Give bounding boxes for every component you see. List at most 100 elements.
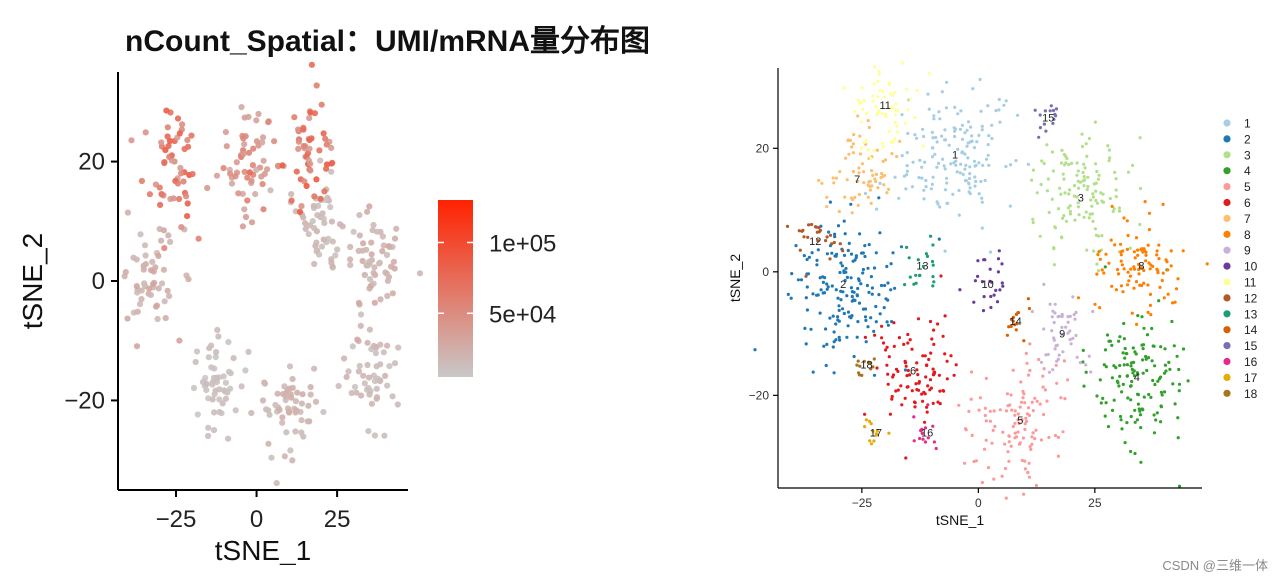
cluster-point <box>1066 315 1070 319</box>
legend-swatch <box>1223 214 1231 222</box>
cluster-point <box>921 399 925 403</box>
cluster-point <box>796 278 800 282</box>
cluster-point <box>1113 243 1117 247</box>
cluster-point <box>1159 390 1163 394</box>
feature-point <box>189 170 196 178</box>
cluster-point <box>905 151 909 155</box>
cluster-point <box>1057 353 1061 357</box>
cluster-point <box>1126 396 1130 400</box>
cluster-point <box>880 141 885 145</box>
cluster-point <box>1016 418 1020 422</box>
cluster-point <box>819 288 823 292</box>
cluster-point <box>853 195 857 199</box>
cluster-point <box>1042 367 1046 371</box>
cluster-point <box>1138 413 1143 417</box>
feature-point <box>384 292 391 300</box>
cluster-label: 5 <box>1017 415 1023 427</box>
cluster-point <box>851 142 855 146</box>
cluster-point <box>974 459 978 463</box>
cluster-point <box>851 170 855 174</box>
cluster-point <box>817 230 821 234</box>
cluster-point <box>1122 337 1126 341</box>
cluster-point <box>805 285 809 289</box>
cluster-point <box>1045 143 1049 147</box>
feature-point <box>174 180 181 187</box>
feature-point <box>188 132 195 139</box>
cluster-point <box>888 412 892 416</box>
cluster-point <box>892 344 896 348</box>
cluster-point <box>836 224 841 228</box>
cluster-point <box>1125 247 1129 251</box>
cluster-point <box>945 181 949 185</box>
cluster-point <box>1080 132 1084 136</box>
cluster-point <box>1176 277 1180 281</box>
feature-point <box>177 164 184 172</box>
cluster-point <box>1093 120 1097 124</box>
feature-point <box>388 263 395 270</box>
cluster-point <box>872 329 876 333</box>
feature-point <box>264 166 271 173</box>
legend-swatch <box>1223 373 1231 381</box>
cluster-point <box>1163 390 1167 394</box>
cluster-point <box>1048 109 1052 113</box>
cluster-point <box>844 156 848 160</box>
cluster-point <box>1142 268 1146 273</box>
feature-point <box>253 166 260 173</box>
cluster-point <box>863 244 867 248</box>
cluster-point <box>1085 154 1089 158</box>
cluster-point <box>961 172 965 176</box>
feature-point <box>150 281 157 288</box>
cluster-point <box>1024 416 1028 420</box>
cluster-point <box>875 207 879 211</box>
cluster-point <box>846 310 851 314</box>
cluster-point <box>1082 175 1086 179</box>
cluster-point <box>1163 363 1167 367</box>
cluster-point <box>925 363 929 367</box>
cluster-point <box>843 195 847 199</box>
cluster-point <box>923 440 928 444</box>
feature-point <box>267 187 274 194</box>
feature-point <box>221 387 228 394</box>
cluster-point <box>825 235 829 239</box>
feature-point <box>146 285 153 292</box>
cluster-point <box>1068 314 1072 318</box>
cluster-point <box>853 258 857 262</box>
cluster-point <box>1053 225 1057 229</box>
cluster-point <box>878 312 882 316</box>
cluster-point <box>825 195 829 199</box>
cluster-point <box>977 408 981 412</box>
cluster-point <box>1038 126 1042 130</box>
cluster-point <box>938 389 942 393</box>
cluster-point <box>1138 136 1142 140</box>
cluster-point <box>959 162 963 166</box>
cluster-point <box>1020 418 1024 422</box>
cluster-point <box>852 133 856 137</box>
cluster-point <box>867 180 871 184</box>
cluster-point <box>868 188 873 192</box>
cluster-point <box>825 342 829 346</box>
cluster-point <box>836 296 840 300</box>
cluster-point <box>1111 209 1115 213</box>
cluster-point <box>859 282 863 286</box>
cluster-point <box>931 401 935 405</box>
feature-point <box>293 168 300 175</box>
cluster-point <box>906 385 910 389</box>
cluster-point <box>995 300 1000 304</box>
cluster-point <box>926 92 930 96</box>
cluster-point <box>1034 483 1038 488</box>
cluster-point <box>954 163 958 167</box>
cluster-point <box>1077 213 1081 217</box>
cluster-point <box>923 420 927 424</box>
legend-swatch <box>1223 135 1231 143</box>
cluster-point <box>790 272 794 276</box>
cluster-point <box>917 388 921 392</box>
cluster-point <box>1099 401 1103 405</box>
cluster-point <box>1121 382 1125 386</box>
feature-point <box>164 287 171 294</box>
cluster-point <box>847 241 851 245</box>
cluster-point <box>1033 108 1037 112</box>
cluster-point <box>978 77 982 82</box>
cluster-point <box>842 219 846 223</box>
feature-point <box>289 457 296 464</box>
cluster-point <box>915 88 919 92</box>
